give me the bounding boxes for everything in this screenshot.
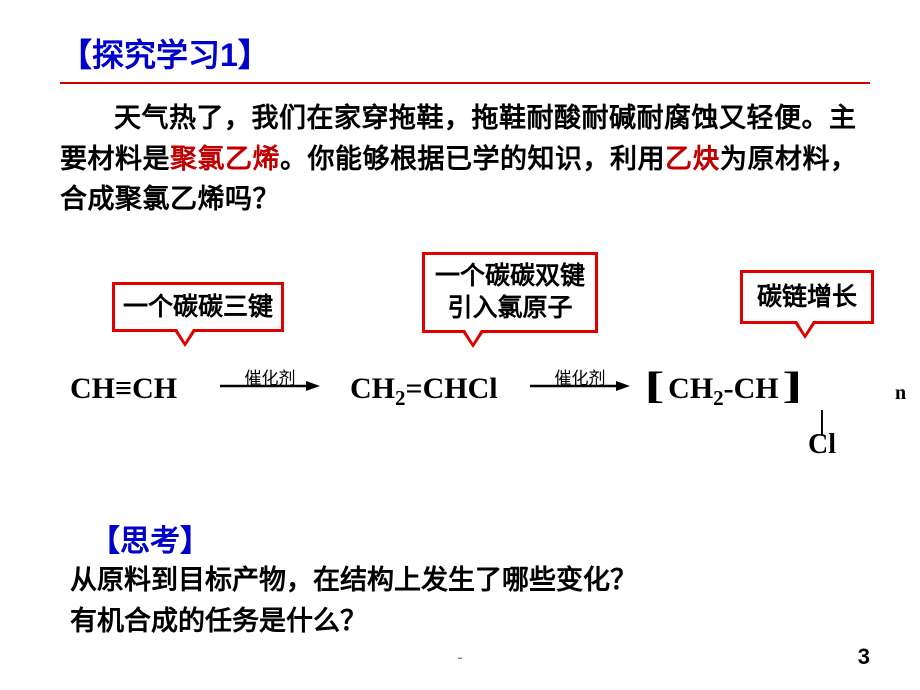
page-number: 3 (858, 644, 870, 670)
think-line-0: 从原料到目标产物，在结构上发生了哪些变化？ (70, 560, 870, 602)
title-underline (60, 82, 870, 84)
species-0: CH≡CH (70, 372, 177, 406)
callout-box-1: 一个碳碳双键引入氯原子 (422, 252, 598, 333)
think-line-1: 有机合成的任务是什么？ (70, 601, 870, 643)
reaction-row: CH≡CHCH2=CHCl[ CH2-CH ]催化剂催化剂n|Cl (60, 362, 870, 482)
callout-box-2: 碳链增长 (740, 270, 874, 325)
footer-dash: - (457, 647, 463, 668)
section-title: 【探究学习1】 (60, 30, 870, 76)
reaction-arrow-1: 催化剂 (530, 380, 630, 400)
poly-subscript-n: n (895, 382, 906, 405)
slide: 【探究学习1】 天气热了，我们在家穿拖鞋，拖鞋耐酸耐碱耐腐蚀又轻便。主要材料是聚… (0, 0, 920, 690)
think-title: 【思考】 (60, 516, 870, 560)
cl-branch: |Cl (808, 410, 836, 458)
intro-paragraph: 天气热了，我们在家穿拖鞋，拖鞋耐酸耐碱耐腐蚀又轻便。主要材料是聚氯乙烯。你能够根… (60, 98, 870, 220)
reaction-arrow-0: 催化剂 (220, 380, 320, 400)
callout-box-0: 一个碳碳三键 (112, 282, 284, 333)
highlight-pvc: 聚氯乙烯 (170, 144, 280, 174)
para-mid: 。你能够根据已学的知识，利用 (280, 144, 665, 174)
species-1: CH2=CHCl (350, 372, 498, 411)
highlight-acetylene: 乙炔 (665, 144, 720, 174)
callout-row: 一个碳碳三键一个碳碳双键引入氯原子碳链增长 (60, 252, 870, 352)
species-2: [ CH2-CH ] (648, 372, 799, 411)
think-body: 从原料到目标产物，在结构上发生了哪些变化？有机合成的任务是什么？ (60, 560, 870, 644)
